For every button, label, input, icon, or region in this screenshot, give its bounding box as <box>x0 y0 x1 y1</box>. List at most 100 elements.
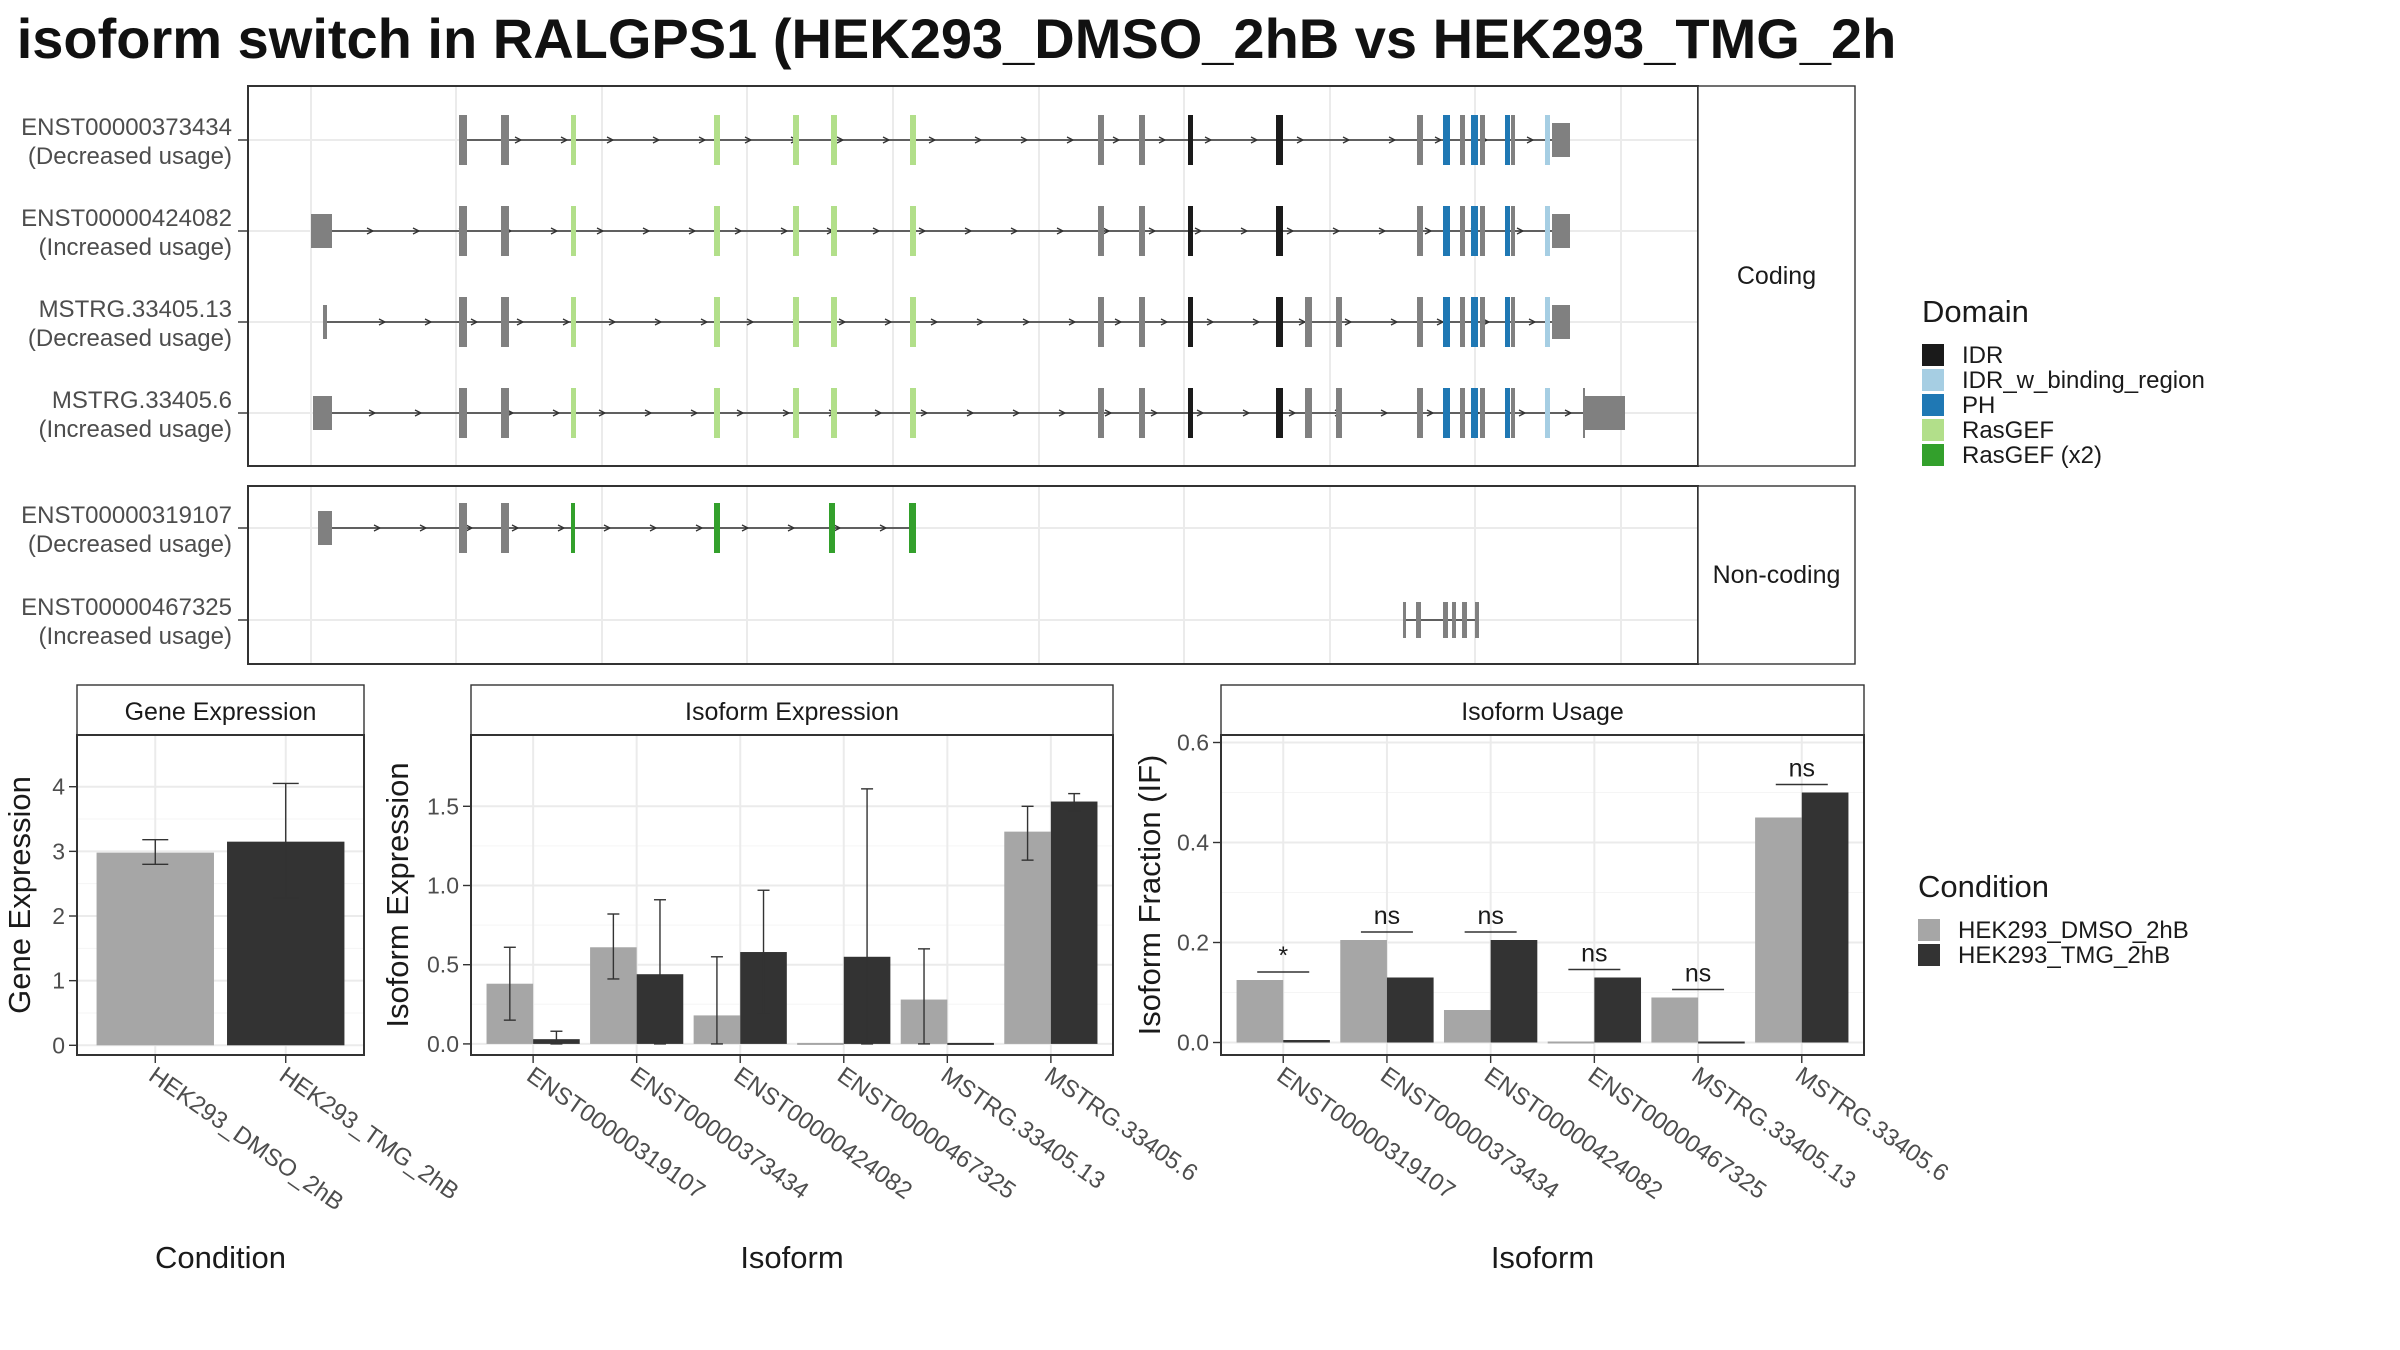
utr-block <box>313 396 332 430</box>
intron-arrow <box>1206 318 1215 326</box>
isoform-label: ENST00000424082 <box>21 205 232 232</box>
exon-block <box>1416 602 1421 638</box>
intron-arrow <box>1250 136 1259 144</box>
significance-label: ns <box>1789 755 1815 783</box>
legend-label: RasGEF (x2) <box>1962 442 2102 469</box>
intron-arrow <box>1296 136 1305 144</box>
exon-block <box>571 388 576 438</box>
significance-label: ns <box>1581 940 1607 968</box>
exon-block <box>459 388 467 438</box>
bar <box>1801 792 1849 1043</box>
exon-block <box>1583 388 1585 438</box>
facet-strip <box>470 684 1114 736</box>
exon-block <box>831 206 837 256</box>
structure-panel <box>238 85 1856 467</box>
intron-arrow <box>1426 409 1435 417</box>
panel-border <box>1220 734 1865 1056</box>
exon-block <box>571 115 576 165</box>
intron-arrow <box>688 227 697 235</box>
intron-arrow <box>1344 318 1353 326</box>
exon-block <box>1460 388 1465 438</box>
intron-arrow <box>879 524 888 532</box>
intron-arrow <box>1332 227 1341 235</box>
intron-arrow <box>1160 318 1169 326</box>
y-tick-label: 0.0 <box>427 1031 459 1057</box>
legend-label: IDR <box>1962 342 2003 369</box>
exon-block <box>1403 602 1406 638</box>
exon-block <box>1505 206 1510 256</box>
intron-arrow <box>698 136 707 144</box>
utr-block <box>1585 396 1625 430</box>
x-axis-title: Isoform <box>1491 1240 1594 1275</box>
intron-arrow <box>974 136 983 144</box>
exon-block <box>1417 388 1423 438</box>
facet-strip <box>1220 684 1865 736</box>
intron-arrow <box>700 318 709 326</box>
exon-block <box>1471 388 1478 438</box>
intron-arrow <box>1114 318 1123 326</box>
facet-strip <box>1697 85 1856 467</box>
exon-block <box>459 297 467 347</box>
structure-panel <box>238 485 1856 665</box>
legend-swatch <box>1922 344 1944 366</box>
intron-arrow <box>1252 318 1261 326</box>
exon-block <box>793 388 799 438</box>
isoform-label: MSTRG.33405.6 <box>52 387 232 414</box>
intron-arrow <box>930 318 939 326</box>
intron-arrow <box>644 409 653 417</box>
exon-block <box>1188 206 1193 256</box>
intron-arrow <box>872 227 881 235</box>
structure-plot-bg <box>248 86 1698 466</box>
facet-strip <box>76 684 365 736</box>
exon-block <box>714 503 720 553</box>
y-tick-label: 0.5 <box>427 952 459 978</box>
exon-block <box>714 297 720 347</box>
intron-arrow <box>1068 318 1077 326</box>
intron-arrow <box>465 524 474 532</box>
legend-label: PH <box>1962 392 1995 419</box>
isoform-label: ENST00000467325 <box>21 594 232 621</box>
exon-block <box>459 206 467 256</box>
utr-block <box>1552 214 1570 248</box>
exon-block <box>571 503 575 553</box>
intron-arrow <box>918 227 927 235</box>
exon-block <box>1545 115 1550 165</box>
intron-arrow <box>882 136 891 144</box>
facet-strip-label: Coding <box>1737 262 1816 290</box>
intron-arrow <box>557 524 566 532</box>
y-axis-title: Isoform Expression <box>380 762 415 1027</box>
exon-block <box>571 297 576 347</box>
intron-arrow <box>1196 409 1205 417</box>
exon-block <box>1480 115 1485 165</box>
intron-arrow <box>516 318 525 326</box>
bar <box>1443 1010 1491 1043</box>
exon-block <box>1505 388 1510 438</box>
exon-block <box>1139 206 1145 256</box>
bar <box>947 1042 994 1045</box>
exon-block <box>910 115 916 165</box>
intron-arrow <box>608 318 617 326</box>
exon-block <box>501 503 509 553</box>
legend-swatch <box>1922 444 1944 466</box>
intron-arrow <box>596 227 605 235</box>
exon-block <box>1443 115 1450 165</box>
legend-label: HEK293_DMSO_2hB <box>1958 917 2189 944</box>
exon-block <box>1305 297 1312 347</box>
x-tick-label: ENST00000467325 <box>1583 1062 1771 1205</box>
exon-block <box>1480 206 1485 256</box>
exon-block <box>1511 115 1515 165</box>
intron-arrow <box>368 409 377 417</box>
intron-arrow <box>690 409 699 417</box>
exon-block <box>1471 297 1478 347</box>
intron-arrow <box>1104 409 1113 417</box>
exon-block <box>1305 388 1312 438</box>
isoform-usage-label: (Increased usage) <box>39 416 232 443</box>
intron-arrow <box>652 136 661 144</box>
intron-arrow <box>560 136 569 144</box>
exon-block <box>1139 388 1145 438</box>
exon-block <box>1336 388 1342 438</box>
panel-border <box>470 734 1114 1056</box>
intron-arrow <box>366 227 375 235</box>
utr-block <box>1552 305 1570 339</box>
intron-arrow <box>874 409 883 417</box>
